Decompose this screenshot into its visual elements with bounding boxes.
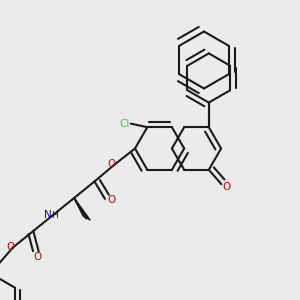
Text: Cl: Cl [119,118,129,129]
Text: O: O [223,182,231,192]
Text: O: O [33,252,42,262]
Polygon shape [74,198,90,220]
Text: H: H [52,211,58,220]
Text: O: O [6,242,15,252]
Text: O: O [107,159,116,170]
Text: O: O [107,195,115,206]
Text: N: N [44,209,52,220]
